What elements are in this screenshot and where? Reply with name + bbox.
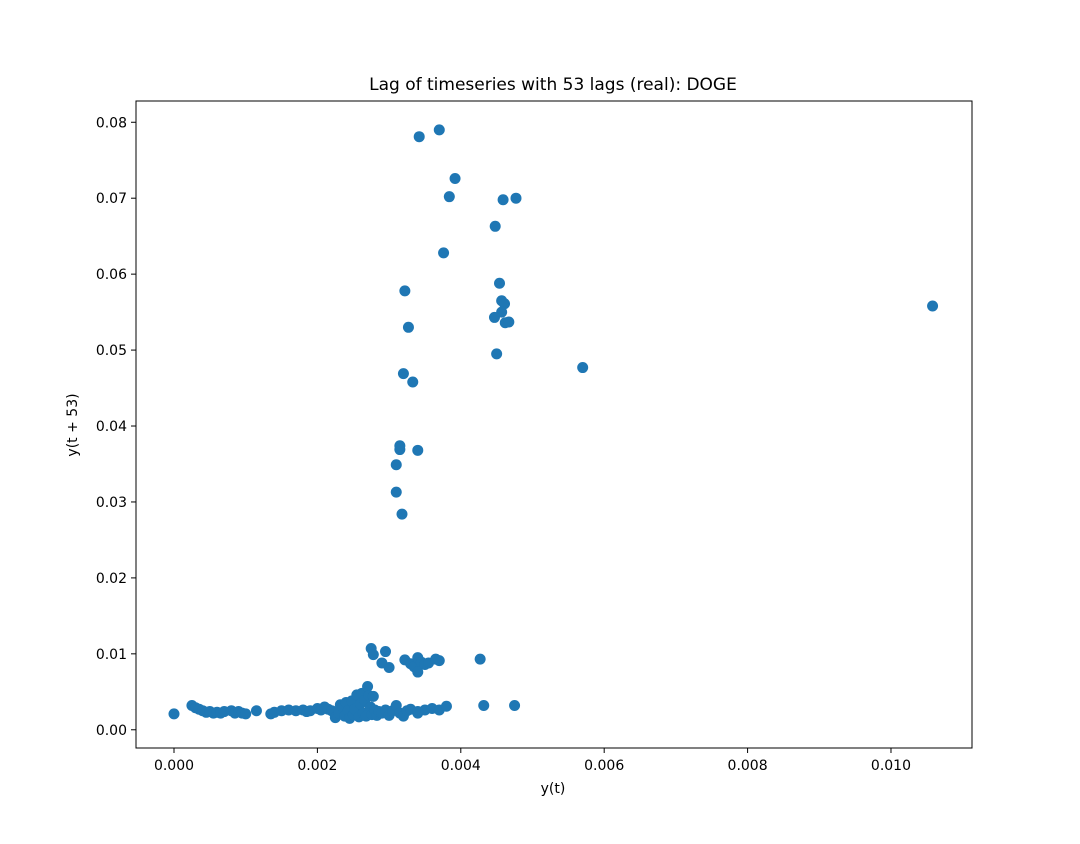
x-tick-label: 0.006	[584, 758, 624, 774]
x-axis: 0.000 0.002 0.004 0.006 0.008 0.010	[154, 748, 911, 774]
data-point	[438, 247, 450, 259]
y-tick-label: 0.05	[96, 343, 127, 359]
data-point	[433, 124, 445, 136]
data-point	[412, 666, 424, 678]
data-point	[396, 508, 408, 520]
data-point	[390, 486, 402, 498]
x-tick-label: 0.000	[154, 758, 194, 774]
y-tick-label: 0.01	[96, 647, 127, 663]
data-point	[497, 194, 509, 206]
x-tick-label: 0.010	[871, 758, 911, 774]
data-point	[503, 316, 515, 328]
y-tick-label: 0.08	[96, 115, 127, 131]
data-point	[367, 690, 379, 702]
y-axis-label: y(t + 53)	[65, 393, 81, 456]
data-point	[449, 172, 461, 184]
chart-title: Lag of timeseries with 53 lags (real): D…	[369, 75, 737, 95]
data-point	[240, 708, 252, 720]
data-point	[168, 708, 180, 720]
data-point	[509, 699, 521, 711]
points-layer	[168, 124, 939, 724]
data-point	[380, 646, 392, 658]
y-tick-label: 0.00	[96, 723, 127, 739]
data-point	[362, 680, 374, 692]
x-tick-label: 0.002	[297, 758, 337, 774]
data-point	[394, 440, 406, 452]
data-point	[367, 649, 379, 661]
data-point	[478, 699, 490, 711]
x-tick-label: 0.004	[441, 758, 481, 774]
data-point	[474, 653, 486, 665]
data-point	[494, 277, 506, 289]
y-tick-label: 0.02	[96, 571, 127, 587]
y-tick-label: 0.04	[96, 419, 127, 435]
data-point	[499, 298, 511, 310]
data-point	[402, 321, 414, 333]
data-point	[510, 192, 522, 204]
y-axis: 0.00 0.01 0.02 0.03 0.04 0.05 0.06 0.07 0.08	[96, 115, 136, 739]
data-point	[927, 300, 939, 312]
x-axis-label: y(t)	[541, 781, 566, 797]
data-point	[489, 220, 501, 232]
data-point	[412, 444, 424, 456]
data-point	[390, 459, 402, 471]
data-point	[407, 376, 419, 388]
y-tick-label: 0.06	[96, 267, 127, 283]
y-tick-label: 0.07	[96, 191, 127, 207]
data-point	[250, 705, 262, 717]
x-tick-label: 0.008	[728, 758, 768, 774]
data-point	[488, 311, 500, 323]
data-point	[413, 131, 425, 143]
data-point	[383, 662, 395, 673]
data-point	[443, 191, 455, 203]
data-point	[440, 700, 452, 712]
data-point	[397, 368, 409, 380]
y-tick-label: 0.03	[96, 495, 127, 511]
data-point	[433, 655, 445, 667]
plot-frame	[135, 100, 973, 749]
data-point	[577, 362, 589, 374]
data-point	[491, 348, 503, 360]
data-point	[399, 285, 411, 297]
data-point	[412, 706, 424, 718]
